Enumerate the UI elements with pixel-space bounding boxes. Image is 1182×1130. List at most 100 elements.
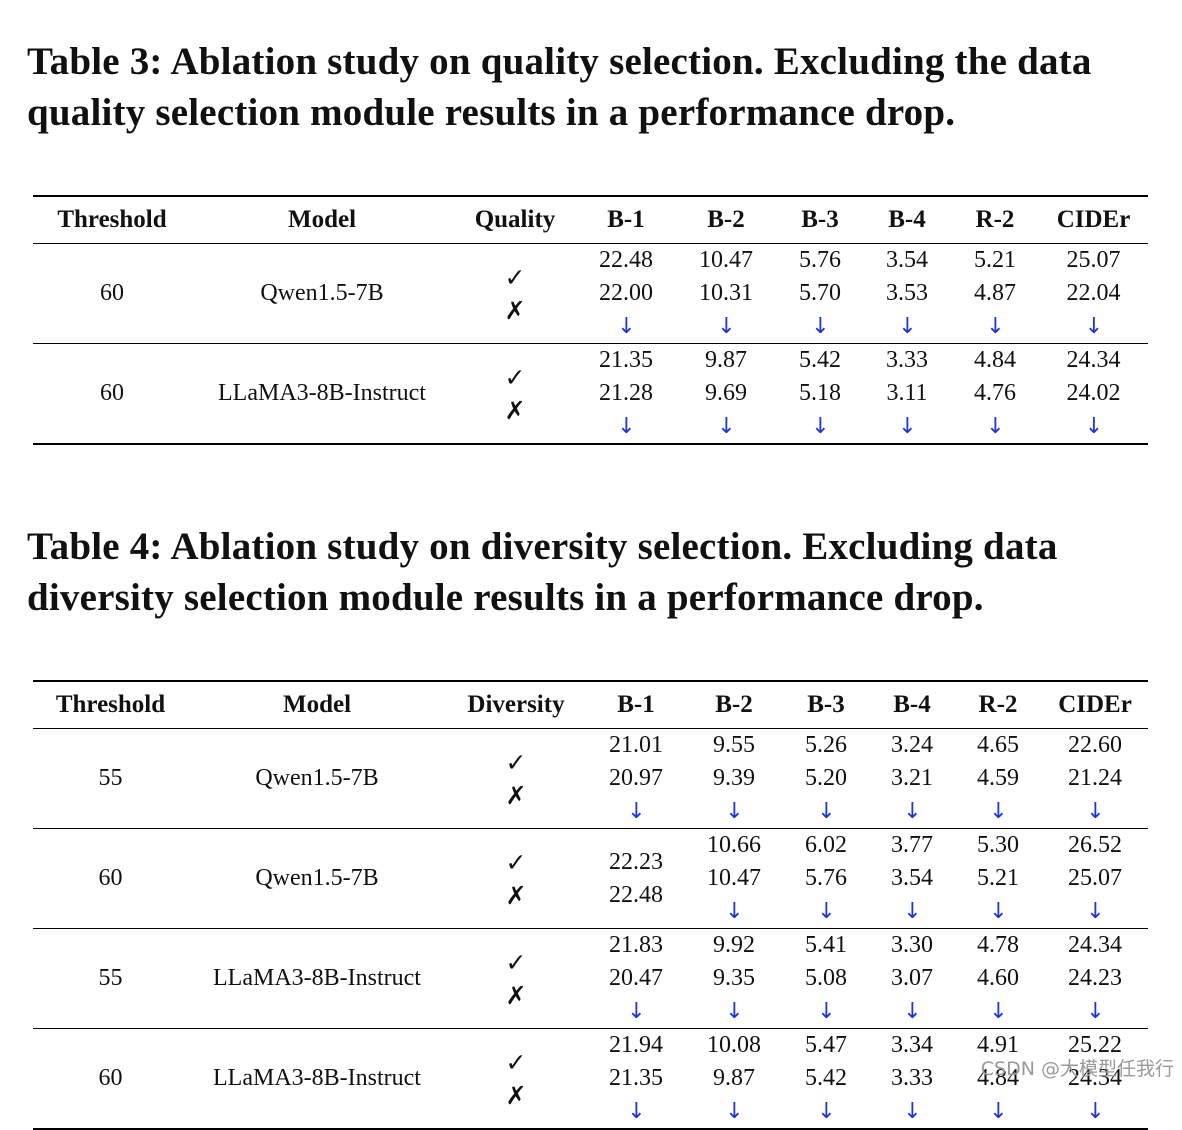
with-value: 21.83 — [609, 932, 663, 958]
down-arrow-icon: ↓ — [811, 314, 830, 339]
without-value: 22.00 — [599, 280, 653, 306]
table3-header-row: Threshold Model Quality B-1 B-2 B-3 B-4 R-2 CIDE… — [33, 195, 1148, 244]
without-value-wrap: 9.69 ↓ — [705, 377, 747, 443]
without-value: 9.35 — [713, 965, 755, 991]
with-value: 21.35 — [599, 347, 653, 373]
without-value: 21.28 — [599, 380, 653, 406]
without-value-wrap: 25.07 ↓ — [1068, 862, 1122, 928]
without-value: 21.35 — [609, 1065, 663, 1091]
with-value: 5.30 — [977, 832, 1019, 858]
without-value: 3.54 — [891, 865, 933, 891]
metric-cell: 22.23 22.48 — [586, 828, 686, 929]
without-value-wrap: 22.04 ↓ — [1067, 277, 1121, 343]
cross-icon: ✗ — [505, 1080, 527, 1110]
with-value: 4.78 — [977, 932, 1019, 958]
with-value: 22.23 — [609, 848, 663, 875]
without-value: 10.47 — [707, 865, 761, 891]
cross-icon: ✗ — [504, 395, 526, 425]
with-value: 3.34 — [891, 1032, 933, 1058]
ablation-marks-cell: ✓ ✗ — [453, 244, 577, 344]
metric-cell: 5.21 4.87 ↓ — [951, 244, 1039, 344]
without-value-wrap: 4.76 ↓ — [974, 377, 1016, 443]
without-value: 4.60 — [977, 965, 1019, 991]
without-value-wrap: 21.28 ↓ — [599, 377, 653, 443]
cross-icon: ✗ — [505, 880, 527, 910]
down-arrow-icon: ↓ — [725, 999, 744, 1024]
down-arrow-icon: ↓ — [717, 414, 736, 439]
without-value: 3.33 — [891, 1065, 933, 1091]
metric-cell: 5.30 5.21 ↓ — [954, 828, 1042, 929]
metric-cell: 10.66 10.47 ↓ — [686, 828, 782, 929]
down-arrow-icon: ↓ — [903, 799, 922, 824]
watermark: CSDN @大模型任我行 — [980, 1058, 1174, 1080]
without-value-wrap: 9.35 ↓ — [713, 962, 755, 1028]
with-value: 26.52 — [1068, 832, 1122, 858]
column-header: Model — [188, 680, 446, 729]
without-value: 5.70 — [799, 280, 841, 306]
down-arrow-icon: ↓ — [1086, 799, 1105, 824]
with-value: 22.60 — [1068, 732, 1122, 758]
with-value: 3.24 — [891, 732, 933, 758]
ablation-marks-cell: ✓ ✗ — [446, 928, 586, 1029]
metric-cell: 9.55 9.39 ↓ — [686, 729, 782, 829]
down-arrow-icon: ↓ — [817, 1099, 836, 1124]
with-value: 5.26 — [805, 732, 847, 758]
with-value: 5.21 — [974, 247, 1016, 273]
ablation-marks-cell: ✓ ✗ — [446, 729, 586, 829]
metric-cell: 21.94 21.35 ↓ — [586, 1028, 686, 1130]
without-value: 5.21 — [977, 865, 1019, 891]
with-value: 10.47 — [699, 247, 753, 273]
down-arrow-icon: ↓ — [627, 1099, 646, 1124]
without-value-wrap: 3.33 ↓ — [891, 1062, 933, 1128]
metric-cell: 21.83 20.47 ↓ — [586, 928, 686, 1029]
metric-cell: 21.35 21.28 ↓ — [577, 343, 675, 445]
model-cell: LLaMA3-8B-Instruct — [191, 343, 453, 445]
down-arrow-icon: ↓ — [817, 899, 836, 924]
with-value: 21.94 — [609, 1032, 663, 1058]
model-cell: LLaMA3-8B-Instruct — [188, 928, 446, 1029]
ablation-marks-cell: ✓ ✗ — [446, 1028, 586, 1130]
metric-cell: 25.07 22.04 ↓ — [1039, 244, 1148, 344]
down-arrow-icon: ↓ — [627, 799, 646, 824]
without-value-wrap: 5.70 ↓ — [799, 277, 841, 343]
down-arrow-icon: ↓ — [989, 1099, 1008, 1124]
down-arrow-icon: ↓ — [817, 799, 836, 824]
cross-icon: ✗ — [505, 980, 527, 1010]
column-header: R-2 — [951, 195, 1039, 244]
with-value: 6.02 — [805, 832, 847, 858]
without-value: 4.87 — [974, 280, 1016, 306]
metric-cell: 22.60 21.24 ↓ — [1042, 729, 1148, 829]
with-value: 24.34 — [1068, 932, 1122, 958]
column-header: Threshold — [33, 195, 191, 244]
without-value: 24.23 — [1068, 965, 1122, 991]
column-header: CIDEr — [1039, 195, 1148, 244]
without-value-wrap: 3.07 ↓ — [891, 962, 933, 1028]
with-value: 5.41 — [805, 932, 847, 958]
threshold-cell: 60 — [33, 1028, 188, 1130]
threshold-cell: 60 — [100, 280, 124, 306]
column-header: Threshold — [33, 680, 188, 729]
metric-cell: 3.54 3.53 ↓ — [863, 244, 951, 344]
down-arrow-icon: ↓ — [717, 314, 736, 339]
without-value-wrap: 4.87 ↓ — [974, 277, 1016, 343]
metric-cell: 24.34 24.02 ↓ — [1039, 343, 1148, 445]
without-value-wrap: 5.21 ↓ — [977, 862, 1019, 928]
metric-cell: 4.78 4.60 ↓ — [954, 928, 1042, 1029]
column-header: B-2 — [675, 195, 777, 244]
without-value-wrap: 24.02 ↓ — [1067, 377, 1121, 443]
with-value: 10.08 — [707, 1032, 761, 1058]
threshold-cell: 55 — [98, 765, 123, 791]
with-value: 5.76 — [799, 247, 841, 273]
metric-cell: 24.34 24.23 ↓ — [1042, 928, 1148, 1029]
without-value: 20.47 — [609, 965, 663, 991]
down-arrow-icon: ↓ — [627, 999, 646, 1024]
without-value: 10.31 — [699, 280, 753, 306]
column-header: CIDEr — [1042, 680, 1148, 729]
down-arrow-icon: ↓ — [989, 899, 1008, 924]
metric-cell: 5.41 5.08 ↓ — [782, 928, 870, 1029]
checkmark-icon: ✓ — [505, 1047, 527, 1077]
table-row: 55 Qwen1.5-7B ✓ ✗ 21.01 20.97 ↓ 9.55 9.39 ↓ 5.26 5.… — [33, 729, 1148, 829]
model-cell: Qwen1.5-7B — [188, 828, 446, 929]
metric-cell: 9.87 9.69 ↓ — [675, 343, 777, 445]
with-value: 5.47 — [805, 1032, 847, 1058]
